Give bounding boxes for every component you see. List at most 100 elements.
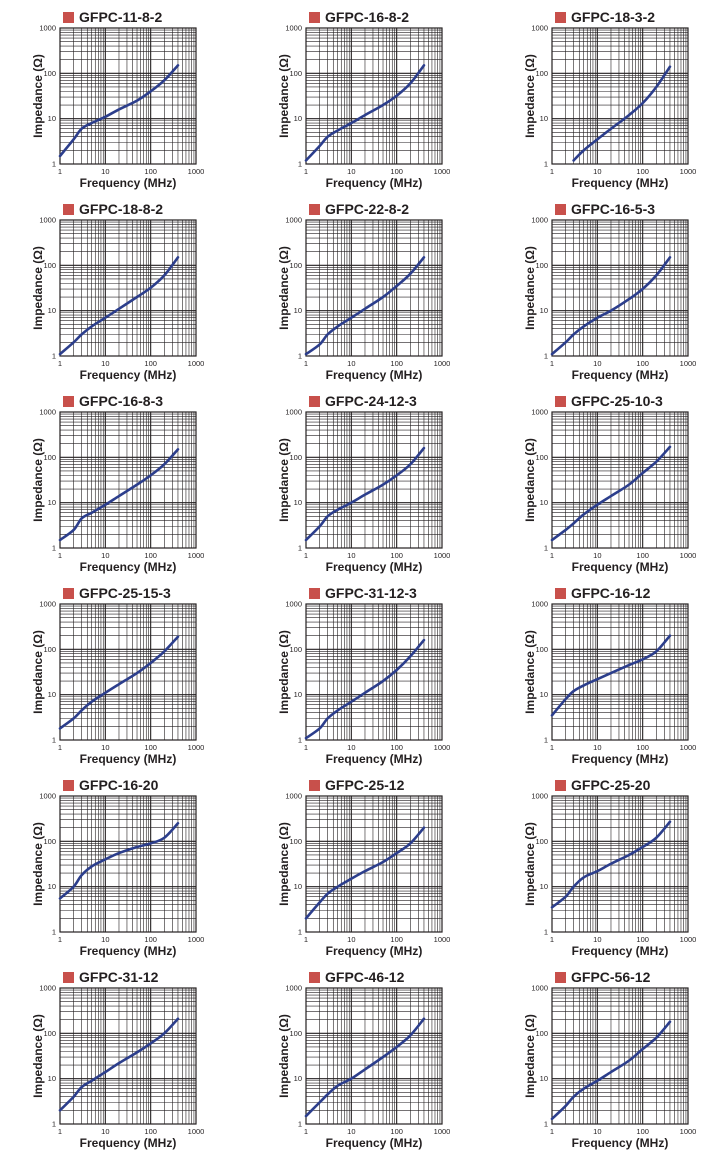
y-tick-label: 1 — [52, 352, 56, 361]
impedance-chart: 1 10 100 1000 1 10 100 1000 Frequency (MHz) Imped… — [277, 408, 450, 575]
chart-title: GFPC-25-15-3 — [79, 585, 171, 601]
y-axis-label: Impedance (Ω) — [523, 630, 537, 714]
x-tick-label: 1000 — [680, 167, 697, 176]
chart-panel: GFPC-16-8-3 1 10 100 1000 1 10 100 1000 Frequency… — [12, 390, 248, 584]
x-tick-label: 1000 — [188, 1127, 205, 1136]
chart-panel: GFPC-31-12 1 10 100 1000 1 10 100 1000 Frequency … — [12, 966, 248, 1160]
y-tick-label: 10 — [48, 498, 56, 507]
impedance-chart: 1 10 100 1000 1 10 100 1000 Frequency (MHz) Imped… — [31, 216, 204, 383]
x-tick-label: 10 — [593, 935, 601, 944]
y-tick-label: 10 — [540, 114, 548, 123]
y-axis-label: Impedance (Ω) — [31, 54, 45, 138]
x-tick-label: 10 — [593, 359, 601, 368]
plot-frame — [59, 603, 197, 741]
y-axis-label: Impedance (Ω) — [31, 1014, 45, 1098]
y-axis-label: Impedance (Ω) — [277, 54, 291, 138]
chart-panel: GFPC-18-3-2 1 10 100 1000 1 10 100 1000 Frequency… — [504, 6, 710, 200]
y-tick-label: 100 — [43, 453, 56, 462]
y-axis-label: Impedance (Ω) — [523, 54, 537, 138]
x-axis-label: Frequency (MHz) — [572, 560, 669, 574]
y-tick-label: 100 — [535, 453, 548, 462]
title-marker-icon — [309, 204, 320, 215]
impedance-curve — [572, 65, 672, 162]
title-marker-icon — [309, 396, 320, 407]
impedance-curve — [550, 820, 672, 909]
impedance-chart: 1 10 100 1000 1 10 100 1000 Frequency (MHz) Imped… — [277, 600, 450, 767]
y-axis-label: Impedance (Ω) — [277, 822, 291, 906]
x-tick-label: 1 — [58, 359, 62, 368]
x-tick-label: 1000 — [434, 359, 451, 368]
grid-lines — [60, 28, 196, 164]
y-axis-label: Impedance (Ω) — [523, 822, 537, 906]
plot-frame — [305, 795, 443, 933]
title-marker-icon — [63, 780, 74, 791]
y-tick-label: 1 — [298, 736, 302, 745]
grid-lines — [552, 796, 688, 932]
y-tick-label: 1 — [544, 928, 548, 937]
x-tick-label: 1 — [304, 359, 308, 368]
y-tick-label: 10 — [294, 690, 302, 699]
title-marker-icon — [63, 204, 74, 215]
y-tick-label: 100 — [289, 1029, 302, 1038]
chart-panel: GFPC-25-20 1 10 100 1000 1 10 100 1000 Frequency … — [504, 774, 710, 968]
impedance-chart: 1 10 100 1000 1 10 100 1000 Frequency (MHz) Imped… — [31, 792, 204, 959]
y-tick-label: 1 — [298, 160, 302, 169]
title-marker-icon — [309, 972, 320, 983]
x-tick-label: 1000 — [680, 551, 697, 560]
impedance-chart: 1 10 100 1000 1 10 100 1000 Frequency (MHz) Imped… — [277, 216, 451, 383]
y-tick-label: 100 — [535, 261, 548, 270]
x-tick-label: 1 — [550, 935, 554, 944]
grid-lines — [552, 412, 688, 548]
x-axis-label: Frequency (MHz) — [80, 368, 177, 382]
grid-lines — [306, 604, 442, 740]
chart-title: GFPC-16-8-2 — [325, 9, 410, 25]
impedance-chart: 1 10 100 1000 1 10 100 1000 Frequency (MHz) Imped… — [277, 792, 450, 959]
x-axis-label: Frequency (MHz) — [326, 176, 423, 190]
impedance-chart: 1 10 100 1000 1 10 100 1000 Frequency (MHz) Imped… — [31, 24, 204, 191]
x-tick-label: 1 — [550, 1127, 554, 1136]
y-axis-label: Impedance (Ω) — [277, 630, 291, 714]
title-marker-icon — [555, 204, 566, 215]
chart-panel: GFPC-31-12-3 1 10 100 1000 1 10 100 1000 Frequenc… — [258, 582, 494, 776]
x-tick-label: 1 — [58, 551, 62, 560]
impedance-chart: 1 10 100 1000 1 10 100 1000 Frequency (MHz) Imped… — [523, 600, 696, 767]
y-axis-label: Impedance (Ω) — [31, 438, 45, 522]
impedance-chart: 1 10 100 1000 1 10 100 1000 Frequency (MHz) Imped… — [277, 984, 450, 1151]
x-tick-label: 1 — [304, 551, 308, 560]
plot-frame — [305, 411, 443, 549]
title-marker-icon — [309, 780, 320, 791]
y-tick-label: 10 — [48, 306, 56, 315]
y-tick-label: 1000 — [531, 24, 548, 33]
y-tick-label: 100 — [535, 645, 548, 654]
x-tick-label: 1000 — [680, 359, 697, 368]
y-axis-label: Impedance (Ω) — [277, 1014, 291, 1098]
title-marker-icon — [63, 12, 74, 23]
impedance-curve — [550, 445, 672, 542]
y-tick-label: 1 — [298, 928, 302, 937]
impedance-chart: 1 10 100 1000 1 10 100 1000 Frequency (MHz) Imped… — [31, 984, 205, 1151]
impedance-curve — [58, 448, 180, 542]
y-tick-label: 100 — [289, 453, 302, 462]
x-tick-label: 1 — [550, 167, 554, 176]
impedance-curve — [550, 256, 672, 356]
chart-panel: GFPC-16-5-3 1 10 100 1000 1 10 100 1000 Frequency… — [504, 198, 710, 392]
x-tick-label: 1 — [58, 167, 62, 176]
y-axis-label: Impedance (Ω) — [31, 822, 45, 906]
y-axis-label: Impedance (Ω) — [31, 246, 45, 330]
y-tick-label: 1000 — [531, 792, 548, 801]
plot-frame — [551, 219, 689, 357]
y-axis-label: Impedance (Ω) — [277, 246, 291, 330]
chart-panel: GFPC-16-20 1 10 100 1000 1 10 100 1000 Frequency … — [12, 774, 248, 968]
title-marker-icon — [555, 12, 566, 23]
impedance-chart: 1 10 100 1000 1 10 100 1000 Frequency (MHz) Imped… — [523, 792, 696, 959]
plot-frame — [59, 27, 197, 165]
impedance-chart: 1 10 100 1000 1 10 100 1000 Frequency (MHz) Imped… — [523, 984, 696, 1151]
x-tick-label: 100 — [144, 1127, 157, 1136]
y-tick-label: 1000 — [39, 792, 56, 801]
x-tick-label: 1 — [304, 1127, 308, 1136]
y-tick-label: 100 — [289, 69, 302, 78]
impedance-chart: 1 10 100 1000 1 10 100 1000 Frequency (MHz) Imped… — [31, 600, 204, 767]
y-tick-label: 100 — [43, 1029, 56, 1038]
y-tick-label: 1000 — [39, 216, 56, 225]
x-tick-label: 1 — [304, 935, 308, 944]
